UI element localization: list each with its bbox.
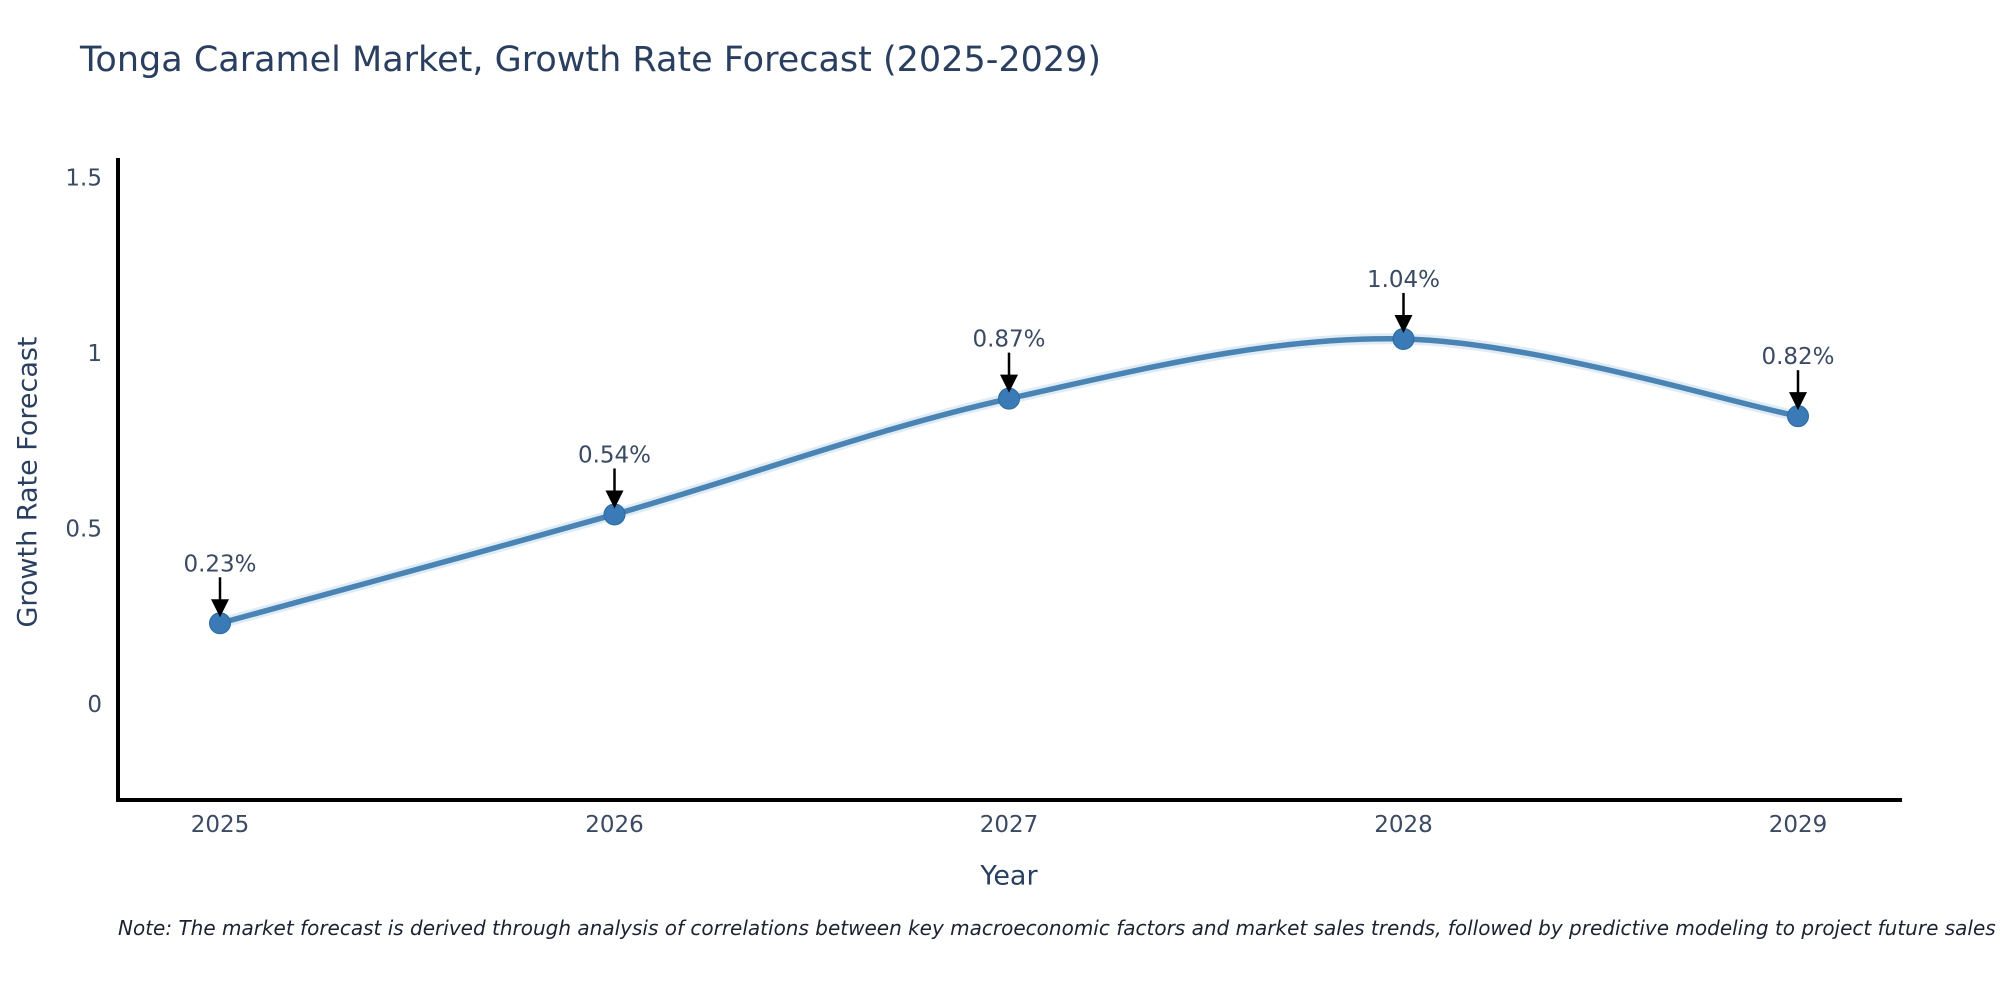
x-axis-title: Year — [980, 860, 1038, 892]
x-tick-label: 2026 — [585, 812, 644, 838]
data-point-label: 1.04% — [1367, 267, 1440, 293]
data-point-label: 0.87% — [972, 327, 1045, 353]
data-point-label: 0.82% — [1761, 344, 1834, 370]
annotation-arrow-head — [605, 490, 624, 509]
chart-title: Tonga Caramel Market, Growth Rate Foreca… — [80, 40, 1102, 80]
annotation-arrow-head — [211, 599, 229, 618]
annotation-arrow-head — [1789, 392, 1807, 411]
y-tick-label: 0.5 — [65, 517, 102, 543]
annotation-arrow-head — [1000, 374, 1018, 393]
x-tick-label: 2028 — [1374, 812, 1433, 838]
y-tick-label: 0 — [87, 692, 102, 718]
y-tick-label: 1.5 — [65, 166, 102, 192]
data-point-label: 0.23% — [183, 551, 256, 577]
x-tick-label: 2025 — [191, 812, 250, 838]
x-tick-label: 2029 — [1769, 812, 1828, 838]
x-tick-label: 2027 — [980, 812, 1039, 838]
annotation-arrow-head — [1394, 314, 1413, 333]
footnote-text: Note: The market forecast is derived thr… — [118, 916, 1996, 940]
axis-spines — [116, 158, 1902, 802]
data-point-label: 0.54% — [578, 442, 651, 468]
y-tick-label: 1 — [87, 341, 102, 367]
